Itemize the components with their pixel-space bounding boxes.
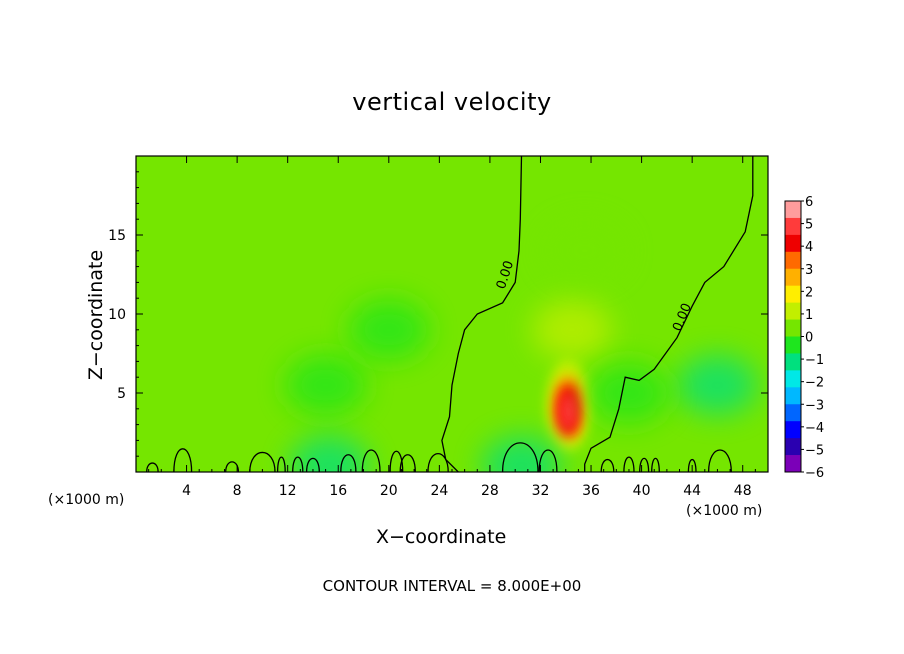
x-tick-label: 8 — [233, 483, 242, 499]
y-tick-label: 15 — [108, 228, 126, 244]
field-feature-1 — [532, 299, 613, 360]
surface-contour-9 — [389, 450, 404, 472]
colorbar-cell — [785, 201, 801, 219]
surface-contour-8 — [361, 449, 381, 472]
surface-contour-4 — [276, 456, 286, 472]
surface-contour-7 — [340, 454, 357, 472]
x-tick-label: 44 — [683, 483, 701, 499]
surface-contour-13 — [538, 449, 558, 472]
field-feature-3 — [677, 355, 758, 416]
surface-contour-10 — [399, 454, 416, 472]
surface-contour-12 — [501, 442, 539, 472]
zero-contour-1 — [584, 156, 754, 472]
field-feature-7 — [289, 435, 370, 472]
colorbar-tick-label: −2 — [805, 376, 824, 391]
field-feature-4 — [285, 355, 366, 416]
colorbar-cell — [785, 421, 801, 439]
field-background — [136, 156, 768, 472]
surface-contour-1 — [173, 448, 193, 472]
colorbar-cell — [785, 336, 801, 354]
colorbar-tick-label: −1 — [805, 353, 824, 368]
colorbar-tick-label: 6 — [805, 195, 813, 210]
colorbar-tick-label: 0 — [805, 331, 813, 346]
contour-interval-note: CONTOUR INTERVAL = 8.000E+00 — [322, 577, 582, 595]
colorbar-cell — [785, 302, 801, 320]
colorbar-tick-label: 5 — [805, 218, 813, 233]
colorbar: 6 5 4 3 2 1 0 −1 −2 −3 −4 −5 −6 — [784, 195, 824, 481]
x-tick-label: 40 — [633, 483, 651, 499]
x-tick-label: 4 — [182, 483, 191, 499]
surface-contour-2 — [225, 461, 240, 472]
field-feature-2 — [544, 220, 625, 281]
y-tick-label: 5 — [117, 386, 126, 402]
surface-contour-19 — [707, 449, 732, 472]
x-unit-label-right: (×1000 m) — [686, 503, 763, 519]
surface-contour-3 — [249, 452, 276, 472]
surface-contour-16 — [639, 457, 650, 472]
colorbar-cell — [785, 387, 801, 405]
x-axis-label: X−coordinate — [376, 526, 507, 548]
colorbar-cell — [785, 268, 801, 287]
y-axis-label: Z−coordinate — [85, 249, 107, 381]
field-feature-8 — [588, 363, 669, 423]
colorbar-cell — [785, 251, 801, 270]
colorbar-cell — [785, 353, 801, 371]
colorbar-cell — [785, 285, 801, 304]
updraft-core-3 — [560, 393, 577, 430]
x-tick-label: 32 — [532, 483, 550, 499]
colorbar-tick-label: 1 — [805, 308, 813, 323]
surface-contour-14 — [600, 458, 615, 472]
colorbar-tick-label: 2 — [805, 285, 813, 300]
zero-contour-0 — [441, 156, 523, 472]
colorbar-tick-label: 3 — [805, 263, 813, 278]
zero-contours — [146, 156, 754, 472]
colorbar-tick-label: −4 — [805, 421, 824, 436]
surface-contour-17 — [651, 457, 660, 472]
colorbar-cell — [785, 455, 801, 473]
x-tick-label: 12 — [279, 483, 297, 499]
surface-contour-11 — [427, 453, 449, 472]
colorbar-tick-label: −3 — [805, 398, 824, 413]
field-feature-5 — [348, 299, 429, 360]
x-tick-label: 20 — [380, 483, 398, 499]
colorbar-cell — [785, 319, 801, 337]
x-tick-label: 28 — [481, 483, 499, 499]
field-feature-6 — [481, 435, 562, 472]
chart-title: vertical velocity — [352, 88, 552, 116]
colorbar-cell — [785, 217, 801, 236]
colorbar-cell — [785, 370, 801, 388]
x-tick-label: 16 — [329, 483, 347, 499]
velocity-field — [136, 156, 768, 472]
colorbar-cell — [785, 438, 801, 456]
surface-contour-0 — [146, 462, 159, 472]
x-tick-label: 48 — [734, 483, 752, 499]
colorbar-tick-label: −6 — [805, 466, 824, 481]
colorbar-cell — [785, 234, 801, 253]
x-tick-label: 36 — [582, 483, 600, 499]
colorbar-tick-label: 4 — [805, 240, 813, 255]
surface-contour-6 — [305, 457, 320, 472]
surface-contour-5 — [292, 456, 304, 472]
x-unit-label-left: (×1000 m) — [48, 492, 125, 508]
colorbar-tick-label: −5 — [805, 443, 824, 458]
surface-contour-15 — [623, 456, 635, 472]
colorbar-cell — [785, 404, 801, 422]
x-tick-label: 24 — [430, 483, 448, 499]
surface-contour-18 — [687, 458, 697, 472]
y-tick-label: 10 — [108, 307, 126, 323]
